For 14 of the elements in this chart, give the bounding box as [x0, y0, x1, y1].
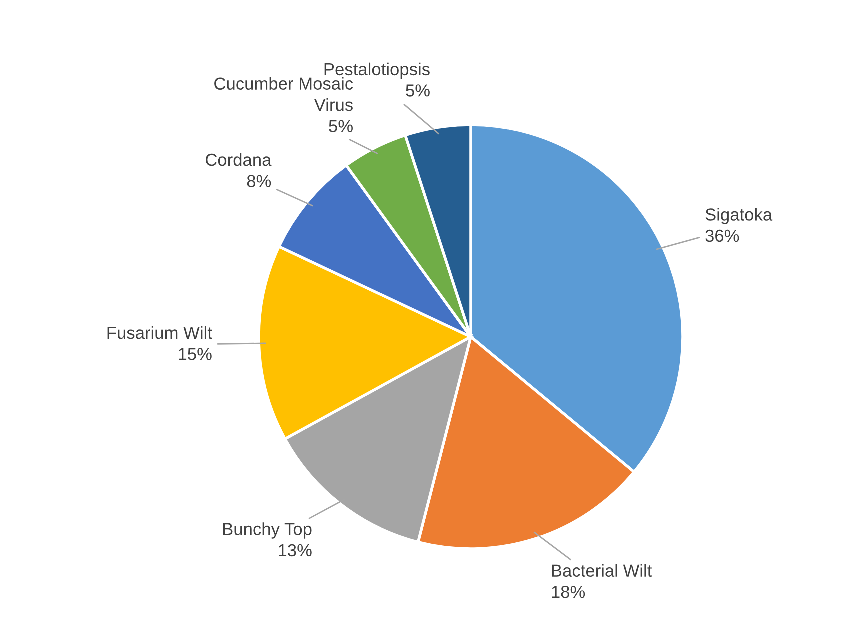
- slice-label: Fusarium Wilt: [108, 326, 212, 340]
- data-label: 36%: [706, 230, 740, 242]
- slice-label: Sigatoka: [706, 208, 773, 224]
- slice-label: Pestalotiopsis: [324, 62, 430, 80]
- slice-label: Bunchy Top: [223, 522, 312, 539]
- data-label: 15%: [179, 348, 212, 360]
- slice-label: Bacterial Wilt: [552, 564, 652, 578]
- data-label: 5%: [329, 120, 353, 132]
- slice-label: Cordana: [206, 153, 272, 166]
- data-label: 8%: [247, 175, 272, 188]
- slice-label: Cucumber Mosaic Virus: [214, 77, 354, 112]
- data-label: 5%: [406, 84, 430, 97]
- data-label: 18%: [552, 586, 586, 598]
- data-label: 13%: [279, 544, 312, 557]
